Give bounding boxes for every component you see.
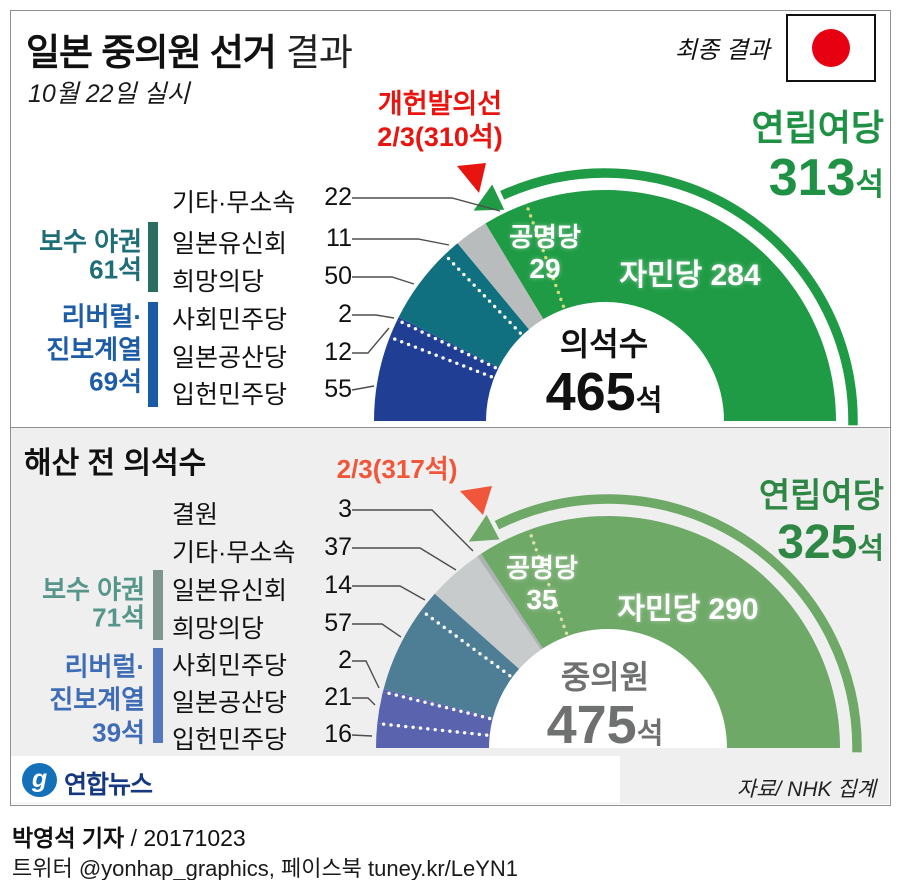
party-name: 희망의당 [172,615,265,643]
party-seats: 50 [324,262,352,290]
page-title-light: 결과 [285,32,353,73]
sns-credit: 트위터 @yonhap_graphics, 페이스북 tuney.kr/LeYN… [12,856,519,880]
party-seats: 37 [324,533,352,561]
party-name: 입헌민주당 [172,381,288,409]
party-seats: 2 [338,646,352,674]
page-title-bold: 일본 중의원 선거 [26,32,277,73]
yonhap-logo-text: 연합뉴스 [64,771,153,799]
party-seats: 22 [324,183,352,211]
party-seats: 14 [324,571,352,599]
coalition-total-bottom: 연립여당 325석 [759,477,884,570]
party-seats: 11 [326,224,352,252]
party-name: 일본공산당 [172,344,288,372]
yonhap-logo-icon: g [22,763,57,797]
komeito-arc-label-bottom: 공명당 35 [506,553,578,615]
party-name: 일본공산당 [172,689,288,717]
group-bracket-bar [148,222,158,292]
group-bracket-bar [153,648,163,743]
party-name: 기타·무소속 [172,189,296,217]
group-label: 리버럴· [64,651,145,682]
coalition-label: 연립여당 [758,477,884,515]
threshold-value: 2/3(310석) [377,122,503,152]
party-name: 기타·무소속 [172,539,296,567]
group-label: 69석 [89,366,142,397]
group-label: 71석 [92,602,145,633]
party-seats: 21 [324,683,352,711]
threshold-value: 2/3(317석) [336,454,458,484]
flag-sun [812,29,850,67]
coalition-suffix: 석 [855,167,884,202]
threshold-title: 개헌발의선 [377,89,503,119]
total-seats-top: 의석수 465석 [545,326,663,422]
party-seats: 12 [324,338,352,366]
coalition-suffix: 석 [857,533,884,565]
party-name: 희망의당 [172,268,265,296]
group-bracket-bar [153,570,163,640]
coalition-seats: 313 [768,149,856,207]
group-label: 진보계열 [49,684,145,715]
party-name: 사회민주당 [172,652,288,680]
reporter-credit: 박영석 기자 / 20171023 [12,825,246,851]
group-label: 진보계열 [46,334,142,365]
final-result-label: 최종 결과 [675,37,770,64]
party-seats: 55 [324,375,352,403]
logo-strip [11,756,620,803]
group-label: 보수 야권 [42,574,145,605]
page-title: 일본 중의원 선거 결과 [26,22,353,76]
party-seats: 3 [338,495,352,523]
party-seats: 2 [338,300,352,328]
group-label: 39석 [92,717,145,748]
coalition-label: 연립여당 [751,107,884,148]
group-label: 보수 야권 [39,226,142,257]
party-seats: 16 [324,720,352,748]
data-source: 자료/ NHK 집계 [736,778,876,801]
group-label: 61석 [89,254,142,285]
ldp-arc-label-top: 자민당 284 [619,259,761,292]
group-label: 리버럴· [61,301,142,332]
section2-title: 해산 전 의석수 [24,447,207,480]
amendment-threshold-label-bottom: 2/3(317석) [337,453,458,486]
komeito-arc-label-top: 공명당 29 [509,222,581,284]
party-name: 사회민주당 [172,306,288,334]
section-divider [10,427,890,428]
amendment-threshold-label-top: 개헌발의선 2/3(310석) [377,88,502,154]
party-name: 결원 [172,501,219,529]
coalition-seats: 325 [777,516,858,569]
party-seats: 57 [324,609,352,637]
coalition-total-top: 연립여당 313석 [752,108,884,208]
party-name: 일본유신회 [172,577,288,605]
election-date: 10월 22일 실시 [28,80,190,108]
ldp-arc-label-bottom: 자민당 290 [617,593,759,626]
group-bracket-bar [148,302,158,407]
total-seats-bottom: 중의원 475석 [546,659,664,755]
party-name: 일본유신회 [172,230,288,258]
party-name: 입헌민주당 [172,726,288,754]
japan-flag-icon [786,14,876,82]
